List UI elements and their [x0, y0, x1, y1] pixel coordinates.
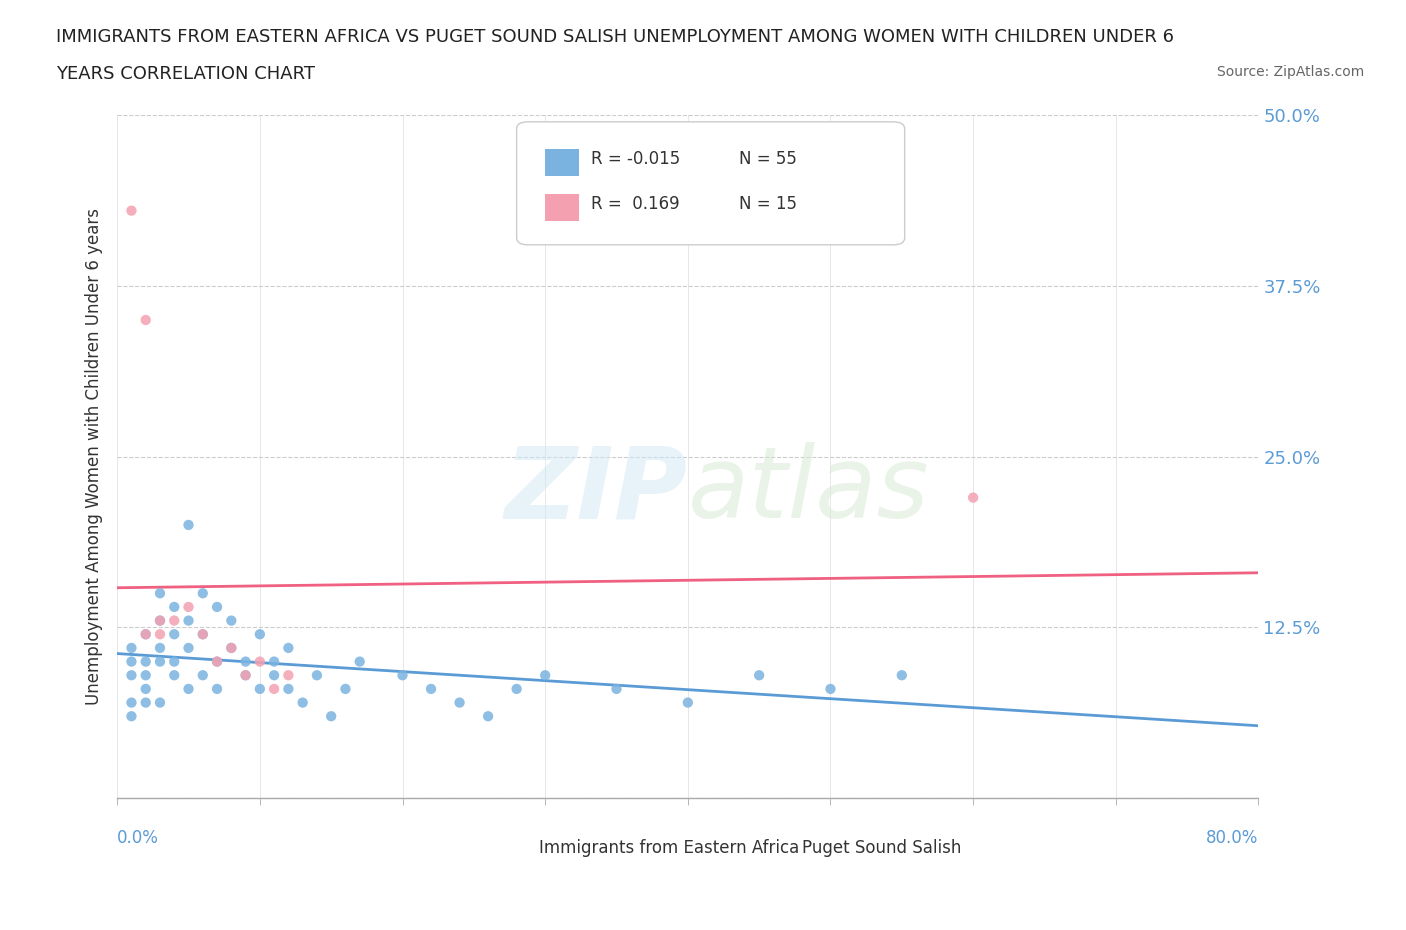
Point — [391, 668, 413, 683]
Point — [534, 668, 557, 683]
Text: ZIP: ZIP — [505, 443, 688, 539]
Point — [120, 204, 142, 219]
Point — [605, 682, 627, 697]
Point — [349, 654, 371, 669]
Point — [205, 654, 228, 669]
Point — [135, 695, 157, 710]
Point — [249, 654, 271, 669]
Point — [177, 613, 200, 628]
Point — [263, 654, 285, 669]
Point — [163, 613, 186, 628]
Point — [205, 654, 228, 669]
Point — [820, 682, 842, 697]
Point — [177, 600, 200, 615]
Point — [177, 682, 200, 697]
Point — [177, 641, 200, 656]
Point — [235, 654, 257, 669]
Point — [163, 654, 186, 669]
Point — [277, 668, 299, 683]
Point — [221, 613, 243, 628]
Text: N = 15: N = 15 — [740, 194, 797, 213]
Point — [263, 668, 285, 683]
Point — [205, 600, 228, 615]
Text: 80.0%: 80.0% — [1206, 829, 1258, 847]
Point — [235, 668, 257, 683]
Point — [221, 641, 243, 656]
Point — [177, 517, 200, 532]
Point — [149, 613, 172, 628]
Point — [135, 312, 157, 327]
Point — [120, 709, 142, 724]
Point — [149, 613, 172, 628]
FancyBboxPatch shape — [499, 829, 529, 849]
Text: R =  0.169: R = 0.169 — [591, 194, 679, 213]
Point — [149, 641, 172, 656]
Point — [135, 627, 157, 642]
Point — [249, 627, 271, 642]
Point — [277, 682, 299, 697]
Point — [962, 490, 984, 505]
Point — [191, 627, 214, 642]
Point — [321, 709, 343, 724]
Text: R = -0.015: R = -0.015 — [591, 151, 681, 168]
Point — [505, 682, 527, 697]
Point — [149, 654, 172, 669]
Point — [149, 695, 172, 710]
Point — [890, 668, 912, 683]
Point — [420, 682, 443, 697]
FancyBboxPatch shape — [546, 149, 579, 177]
Point — [249, 682, 271, 697]
Point — [120, 641, 142, 656]
Point — [149, 586, 172, 601]
Point — [748, 668, 770, 683]
Text: Immigrants from Eastern Africa: Immigrants from Eastern Africa — [540, 839, 800, 857]
Point — [135, 627, 157, 642]
Point — [135, 654, 157, 669]
Point — [149, 627, 172, 642]
Point — [263, 682, 285, 697]
Point — [335, 682, 357, 697]
Text: IMMIGRANTS FROM EASTERN AFRICA VS PUGET SOUND SALISH UNEMPLOYMENT AMONG WOMEN WI: IMMIGRANTS FROM EASTERN AFRICA VS PUGET … — [56, 28, 1174, 46]
FancyBboxPatch shape — [762, 829, 790, 849]
Point — [191, 627, 214, 642]
Point — [191, 668, 214, 683]
Text: 0.0%: 0.0% — [117, 829, 159, 847]
Point — [135, 682, 157, 697]
Point — [449, 695, 471, 710]
Point — [120, 654, 142, 669]
Text: YEARS CORRELATION CHART: YEARS CORRELATION CHART — [56, 65, 315, 83]
Point — [305, 668, 328, 683]
Point — [163, 627, 186, 642]
FancyBboxPatch shape — [546, 193, 579, 221]
Text: Source: ZipAtlas.com: Source: ZipAtlas.com — [1216, 65, 1364, 79]
Y-axis label: Unemployment Among Women with Children Under 6 years: Unemployment Among Women with Children U… — [86, 208, 103, 705]
Point — [120, 695, 142, 710]
Point — [235, 668, 257, 683]
Point — [291, 695, 314, 710]
FancyBboxPatch shape — [516, 122, 904, 245]
Point — [277, 641, 299, 656]
Point — [120, 668, 142, 683]
Point — [477, 709, 499, 724]
Point — [191, 586, 214, 601]
Point — [135, 668, 157, 683]
Text: Puget Sound Salish: Puget Sound Salish — [801, 839, 962, 857]
Point — [205, 682, 228, 697]
Point — [163, 600, 186, 615]
Text: N = 55: N = 55 — [740, 151, 797, 168]
Text: atlas: atlas — [688, 443, 929, 539]
Point — [163, 668, 186, 683]
Point — [221, 641, 243, 656]
Point — [676, 695, 699, 710]
